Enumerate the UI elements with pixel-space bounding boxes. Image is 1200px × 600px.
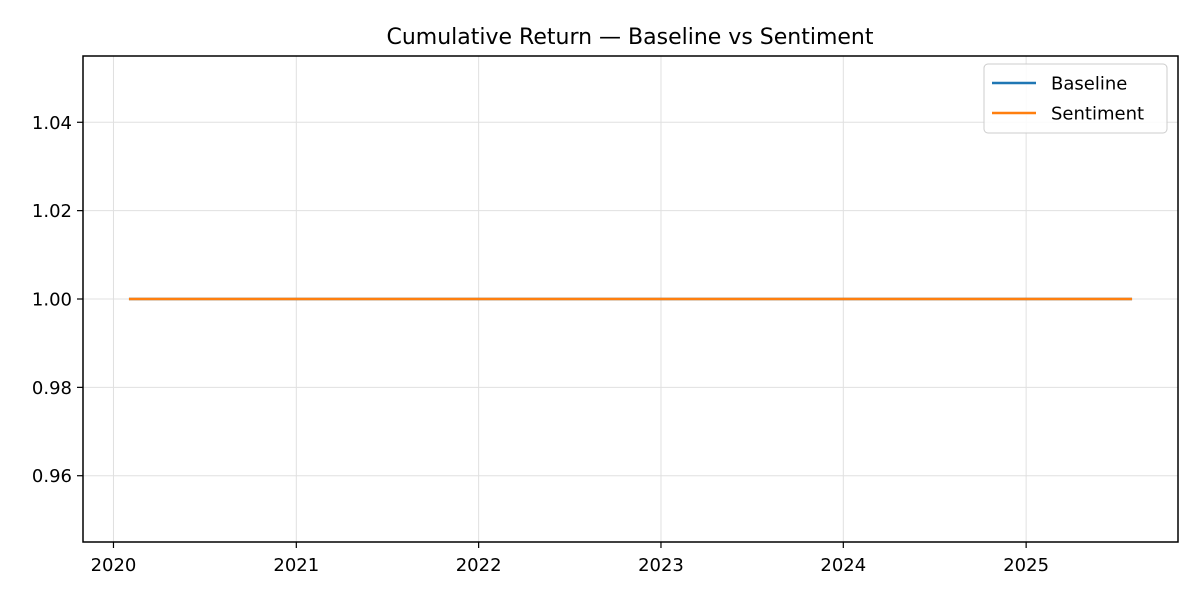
x-tick-label: 2024 bbox=[820, 555, 866, 576]
chart-title: Cumulative Return — Baseline vs Sentimen… bbox=[386, 25, 873, 50]
legend: Baseline Sentiment bbox=[983, 63, 1168, 134]
y-tick-label: 1.00 bbox=[32, 290, 72, 311]
x-tick-label: 2022 bbox=[456, 555, 502, 576]
y-tick-label: 1.02 bbox=[32, 201, 72, 222]
x-axis: 2020 2021 2022 2023 2024 2025 bbox=[91, 542, 1049, 576]
legend-box bbox=[983, 63, 1168, 134]
y-tick-label: 0.96 bbox=[32, 466, 72, 487]
x-tick-label: 2023 bbox=[638, 555, 684, 576]
x-tick-label: 2025 bbox=[1003, 555, 1049, 576]
legend-label-sentiment: Sentiment bbox=[1051, 104, 1144, 125]
x-tick-label: 2020 bbox=[91, 555, 137, 576]
x-tick-label: 2021 bbox=[273, 555, 319, 576]
y-tick-label: 0.98 bbox=[32, 378, 72, 399]
y-axis: 0.96 0.98 1.00 1.02 1.04 bbox=[32, 113, 83, 487]
legend-label-baseline: Baseline bbox=[1051, 74, 1127, 95]
y-tick-label: 1.04 bbox=[32, 113, 72, 134]
